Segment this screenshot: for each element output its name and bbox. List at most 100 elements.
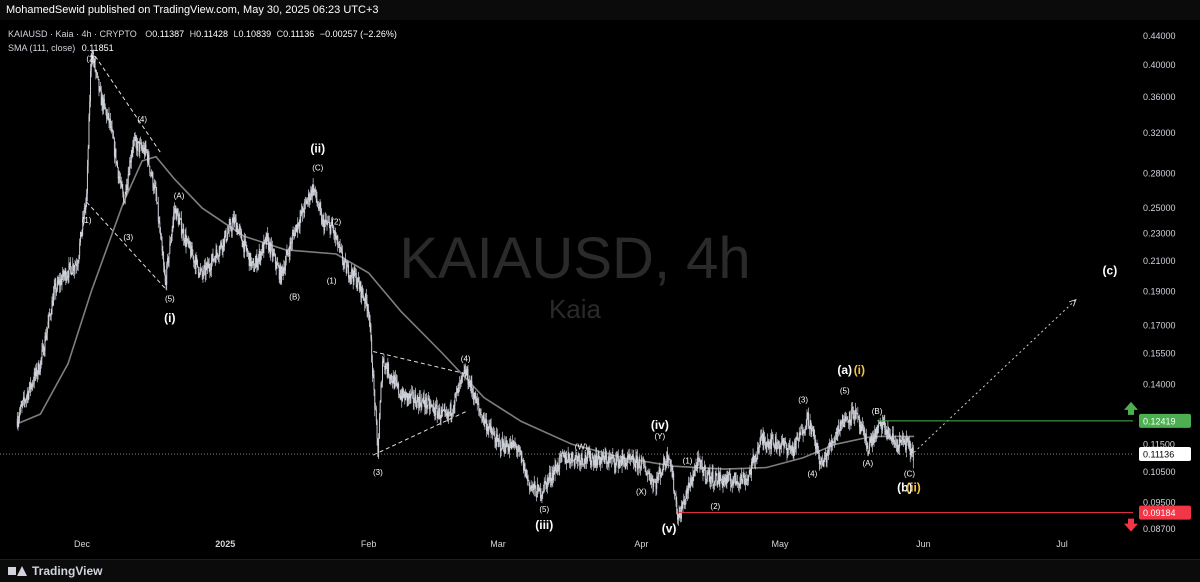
candle-body bbox=[419, 396, 421, 404]
candle-body bbox=[59, 280, 61, 286]
wave-label: (2) bbox=[86, 54, 96, 63]
candle-body bbox=[248, 253, 250, 266]
candle-body bbox=[512, 440, 514, 443]
last-price-label: 0.11136 bbox=[1143, 450, 1174, 460]
candle-body bbox=[677, 518, 679, 520]
candle-body bbox=[308, 193, 310, 202]
wave-labels-layer: (2) (1) (3) (4) (A) (5) (i) (ii) (C) (2) (B) (1) (3)… bbox=[82, 54, 921, 535]
candle-body bbox=[710, 477, 712, 484]
candle-body bbox=[46, 333, 48, 340]
candle-body bbox=[217, 256, 219, 258]
candle-body bbox=[401, 395, 403, 401]
candle-body bbox=[611, 456, 613, 458]
candle-body bbox=[457, 388, 459, 393]
candle-body bbox=[55, 283, 57, 293]
candle-body bbox=[386, 368, 388, 374]
candle-body bbox=[379, 401, 381, 419]
y-tick-label: 0.32000 bbox=[1143, 128, 1176, 138]
candle-body bbox=[912, 447, 913, 454]
wave-label: (A) bbox=[174, 192, 185, 201]
candle-body bbox=[478, 403, 480, 409]
candle-body bbox=[566, 456, 568, 464]
candle-body bbox=[76, 266, 78, 267]
candle-body bbox=[325, 219, 327, 224]
candle-body bbox=[428, 397, 430, 400]
candle-body bbox=[602, 452, 604, 458]
price-chart[interactable]: KAIAUSD, 4h Kaia KAIAUSD · Kaia · 4h · C… bbox=[0, 20, 1200, 559]
candle-body bbox=[234, 216, 236, 219]
candle-body bbox=[895, 444, 897, 446]
candle-body bbox=[146, 150, 148, 152]
candle-body bbox=[61, 278, 63, 285]
candle-body bbox=[599, 458, 601, 466]
legend-close-label: C bbox=[277, 29, 284, 39]
candle-body bbox=[196, 257, 198, 260]
candle-body bbox=[761, 435, 762, 439]
candle-body bbox=[387, 363, 389, 374]
candle-body bbox=[477, 403, 479, 405]
candle-body bbox=[909, 440, 910, 448]
candle-body bbox=[823, 459, 825, 467]
projection-arrowhead bbox=[1069, 298, 1077, 307]
candle-body bbox=[476, 397, 477, 404]
candle-body bbox=[503, 441, 505, 451]
candle-body bbox=[331, 221, 333, 228]
candle-body bbox=[888, 433, 890, 438]
candle-body bbox=[516, 446, 517, 451]
candle-body bbox=[459, 383, 460, 385]
candle-body bbox=[811, 427, 813, 435]
candle-body bbox=[650, 479, 652, 485]
candle-body bbox=[226, 239, 228, 241]
candle-body bbox=[671, 467, 673, 478]
candle-body bbox=[731, 484, 732, 488]
candle-body bbox=[706, 476, 708, 480]
candle-body bbox=[867, 445, 869, 455]
candle-body bbox=[65, 270, 67, 281]
candle-body bbox=[577, 456, 579, 463]
candle-body bbox=[417, 397, 419, 401]
candle-body bbox=[53, 292, 54, 306]
candle-body bbox=[241, 231, 242, 241]
candle-body bbox=[392, 375, 394, 384]
candle-body bbox=[58, 280, 60, 284]
candle-body bbox=[559, 454, 561, 456]
candle-body bbox=[657, 475, 659, 481]
candle-body bbox=[127, 184, 128, 190]
candle-body bbox=[474, 392, 476, 399]
candle-body bbox=[694, 465, 696, 470]
candle-body bbox=[894, 441, 896, 443]
candle-body bbox=[791, 445, 793, 452]
candle-body bbox=[768, 440, 769, 449]
candle-body bbox=[880, 421, 882, 427]
candle-body bbox=[363, 298, 365, 300]
candle-body bbox=[645, 471, 647, 476]
candle-body bbox=[46, 327, 48, 334]
candle-body bbox=[150, 172, 152, 176]
candle-body bbox=[909, 440, 911, 455]
candle-body bbox=[319, 203, 321, 209]
candle-body bbox=[110, 126, 112, 129]
candle-body bbox=[646, 474, 648, 476]
candle-body bbox=[332, 227, 334, 231]
candle-body bbox=[490, 425, 492, 432]
candle-body bbox=[409, 393, 411, 399]
x-tick-label: Jul bbox=[1056, 539, 1068, 549]
candle-body bbox=[842, 415, 844, 426]
candle-body bbox=[213, 258, 215, 261]
candle-body bbox=[562, 452, 564, 454]
candle-body bbox=[118, 176, 120, 179]
candle-body bbox=[99, 87, 101, 91]
x-tick-label: 2025 bbox=[215, 539, 235, 549]
candle-body bbox=[413, 402, 415, 403]
candle-body bbox=[748, 474, 750, 476]
candle-body bbox=[322, 219, 324, 220]
candle-body bbox=[716, 473, 718, 485]
candle-body bbox=[330, 225, 332, 234]
candle-body bbox=[276, 262, 278, 269]
candle-body bbox=[257, 257, 259, 263]
candle-body bbox=[351, 269, 353, 277]
tradingview-logo[interactable]: TradingView bbox=[8, 564, 102, 578]
y-tick-label: 0.15500 bbox=[1143, 348, 1176, 358]
candle-body bbox=[220, 242, 222, 248]
candle-body bbox=[212, 253, 214, 261]
